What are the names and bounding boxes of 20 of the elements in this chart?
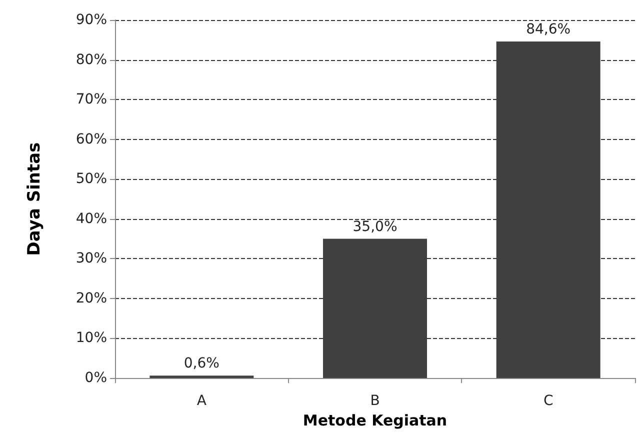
y-tick-label: 80% [76, 52, 107, 68]
x-axis-title: Metode Kegiatan [302, 411, 448, 430]
y-tick-label: 50% [76, 171, 107, 188]
y-tick-label: 0% [84, 370, 107, 386]
data-label: 35,0% [352, 218, 398, 235]
y-tick-label: 20% [76, 290, 107, 306]
x-tick-label: B [370, 393, 380, 409]
y-tick-label: 60% [76, 131, 107, 148]
y-tick-label: 40% [76, 210, 107, 227]
y-tick-label: 10% [76, 330, 107, 346]
bar [496, 41, 600, 378]
y-axis-title: Daya Sintas [24, 142, 44, 256]
data-label: 84,6% [526, 21, 571, 38]
bar [323, 238, 427, 378]
x-tick-label: A [196, 393, 207, 409]
x-tick-label: C [543, 393, 554, 409]
data-label: 0,6% [184, 356, 220, 372]
y-tick-label: 70% [76, 92, 107, 108]
y-tick-label: 30% [76, 250, 107, 267]
y-tick-label: 90% [76, 12, 107, 28]
